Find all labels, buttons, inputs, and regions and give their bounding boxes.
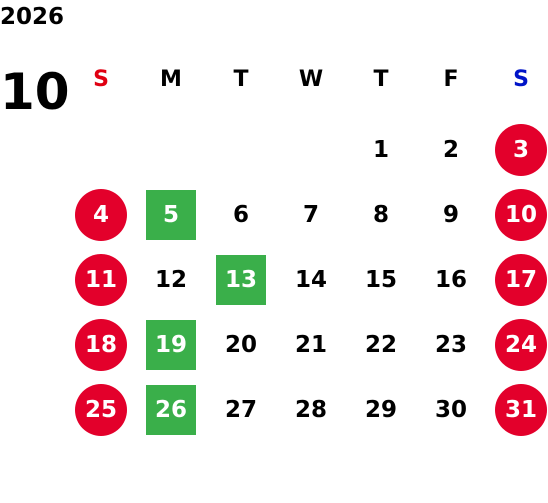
day-cell-2[interactable]: 2 [421, 124, 481, 176]
day-cell-7[interactable]: 7 [281, 189, 341, 241]
day-cell-1[interactable]: 1 [351, 124, 411, 176]
day-number: 19 [154, 332, 187, 358]
day-number: 24 [504, 332, 537, 358]
day-cell-6[interactable]: 6 [211, 189, 271, 241]
day-number: 8 [372, 202, 389, 228]
day-cell-18[interactable]: 18 [71, 319, 131, 371]
day-cell-22[interactable]: 22 [351, 319, 411, 371]
day-cell-16[interactable]: 16 [421, 254, 481, 306]
day-cell-14[interactable]: 14 [281, 254, 341, 306]
day-number: 6 [232, 202, 249, 228]
day-number: 9 [442, 202, 459, 228]
day-cell-3[interactable]: 3 [491, 124, 548, 176]
day-number: 5 [162, 202, 179, 228]
day-cell-13[interactable]: 13 [211, 254, 271, 306]
day-cell-29[interactable]: 29 [351, 384, 411, 436]
day-number: 15 [364, 267, 397, 293]
day-cell-12[interactable]: 12 [141, 254, 201, 306]
day-number: 31 [504, 397, 537, 423]
day-cell-27[interactable]: 27 [211, 384, 271, 436]
day-number: 23 [434, 332, 467, 358]
day-number: 28 [294, 397, 327, 423]
weekday-sat: S [513, 67, 529, 92]
weekday-fri: F [443, 67, 459, 92]
day-number: 22 [364, 332, 397, 358]
day-number: 17 [504, 267, 537, 293]
day-number: 4 [92, 202, 109, 228]
weekday-mon: M [160, 67, 182, 92]
day-number: 25 [84, 397, 117, 423]
weekday-wed: W [298, 67, 324, 92]
day-cell-21[interactable]: 21 [281, 319, 341, 371]
day-cell-24[interactable]: 24 [491, 319, 548, 371]
weekday-tue: T [233, 67, 249, 92]
day-cell-9[interactable]: 9 [421, 189, 481, 241]
day-number: 26 [154, 397, 187, 423]
day-cell-28[interactable]: 28 [281, 384, 341, 436]
day-number: 7 [302, 202, 319, 228]
day-number: 27 [224, 397, 257, 423]
day-number: 29 [364, 397, 397, 423]
day-cell-10[interactable]: 10 [491, 189, 548, 241]
day-cell-30[interactable]: 30 [421, 384, 481, 436]
day-cell-19[interactable]: 19 [141, 319, 201, 371]
day-cell-4[interactable]: 4 [71, 189, 131, 241]
day-cell-31[interactable]: 31 [491, 384, 548, 436]
day-cell-8[interactable]: 8 [351, 189, 411, 241]
day-number: 14 [294, 267, 327, 293]
day-cell-26[interactable]: 26 [141, 384, 201, 436]
day-number: 12 [154, 267, 187, 293]
day-number: 1 [372, 137, 389, 163]
month-number: 10 [0, 63, 70, 121]
weekday-sun: S [93, 67, 109, 92]
day-cell-11[interactable]: 11 [71, 254, 131, 306]
day-number: 30 [434, 397, 467, 423]
day-cell-5[interactable]: 5 [141, 189, 201, 241]
day-number: 13 [224, 267, 257, 293]
day-number: 10 [504, 202, 537, 228]
day-number: 2 [442, 137, 459, 163]
day-cell-23[interactable]: 23 [421, 319, 481, 371]
day-number: 11 [84, 267, 117, 293]
day-number: 16 [434, 267, 467, 293]
day-number: 3 [512, 137, 529, 163]
year-label: 2026 [0, 4, 65, 30]
day-cell-15[interactable]: 15 [351, 254, 411, 306]
day-number: 20 [224, 332, 257, 358]
day-number: 18 [84, 332, 117, 358]
day-cell-17[interactable]: 17 [491, 254, 548, 306]
day-cell-25[interactable]: 25 [71, 384, 131, 436]
day-number: 21 [294, 332, 327, 358]
weekday-thu: T [373, 67, 389, 92]
day-cell-20[interactable]: 20 [211, 319, 271, 371]
